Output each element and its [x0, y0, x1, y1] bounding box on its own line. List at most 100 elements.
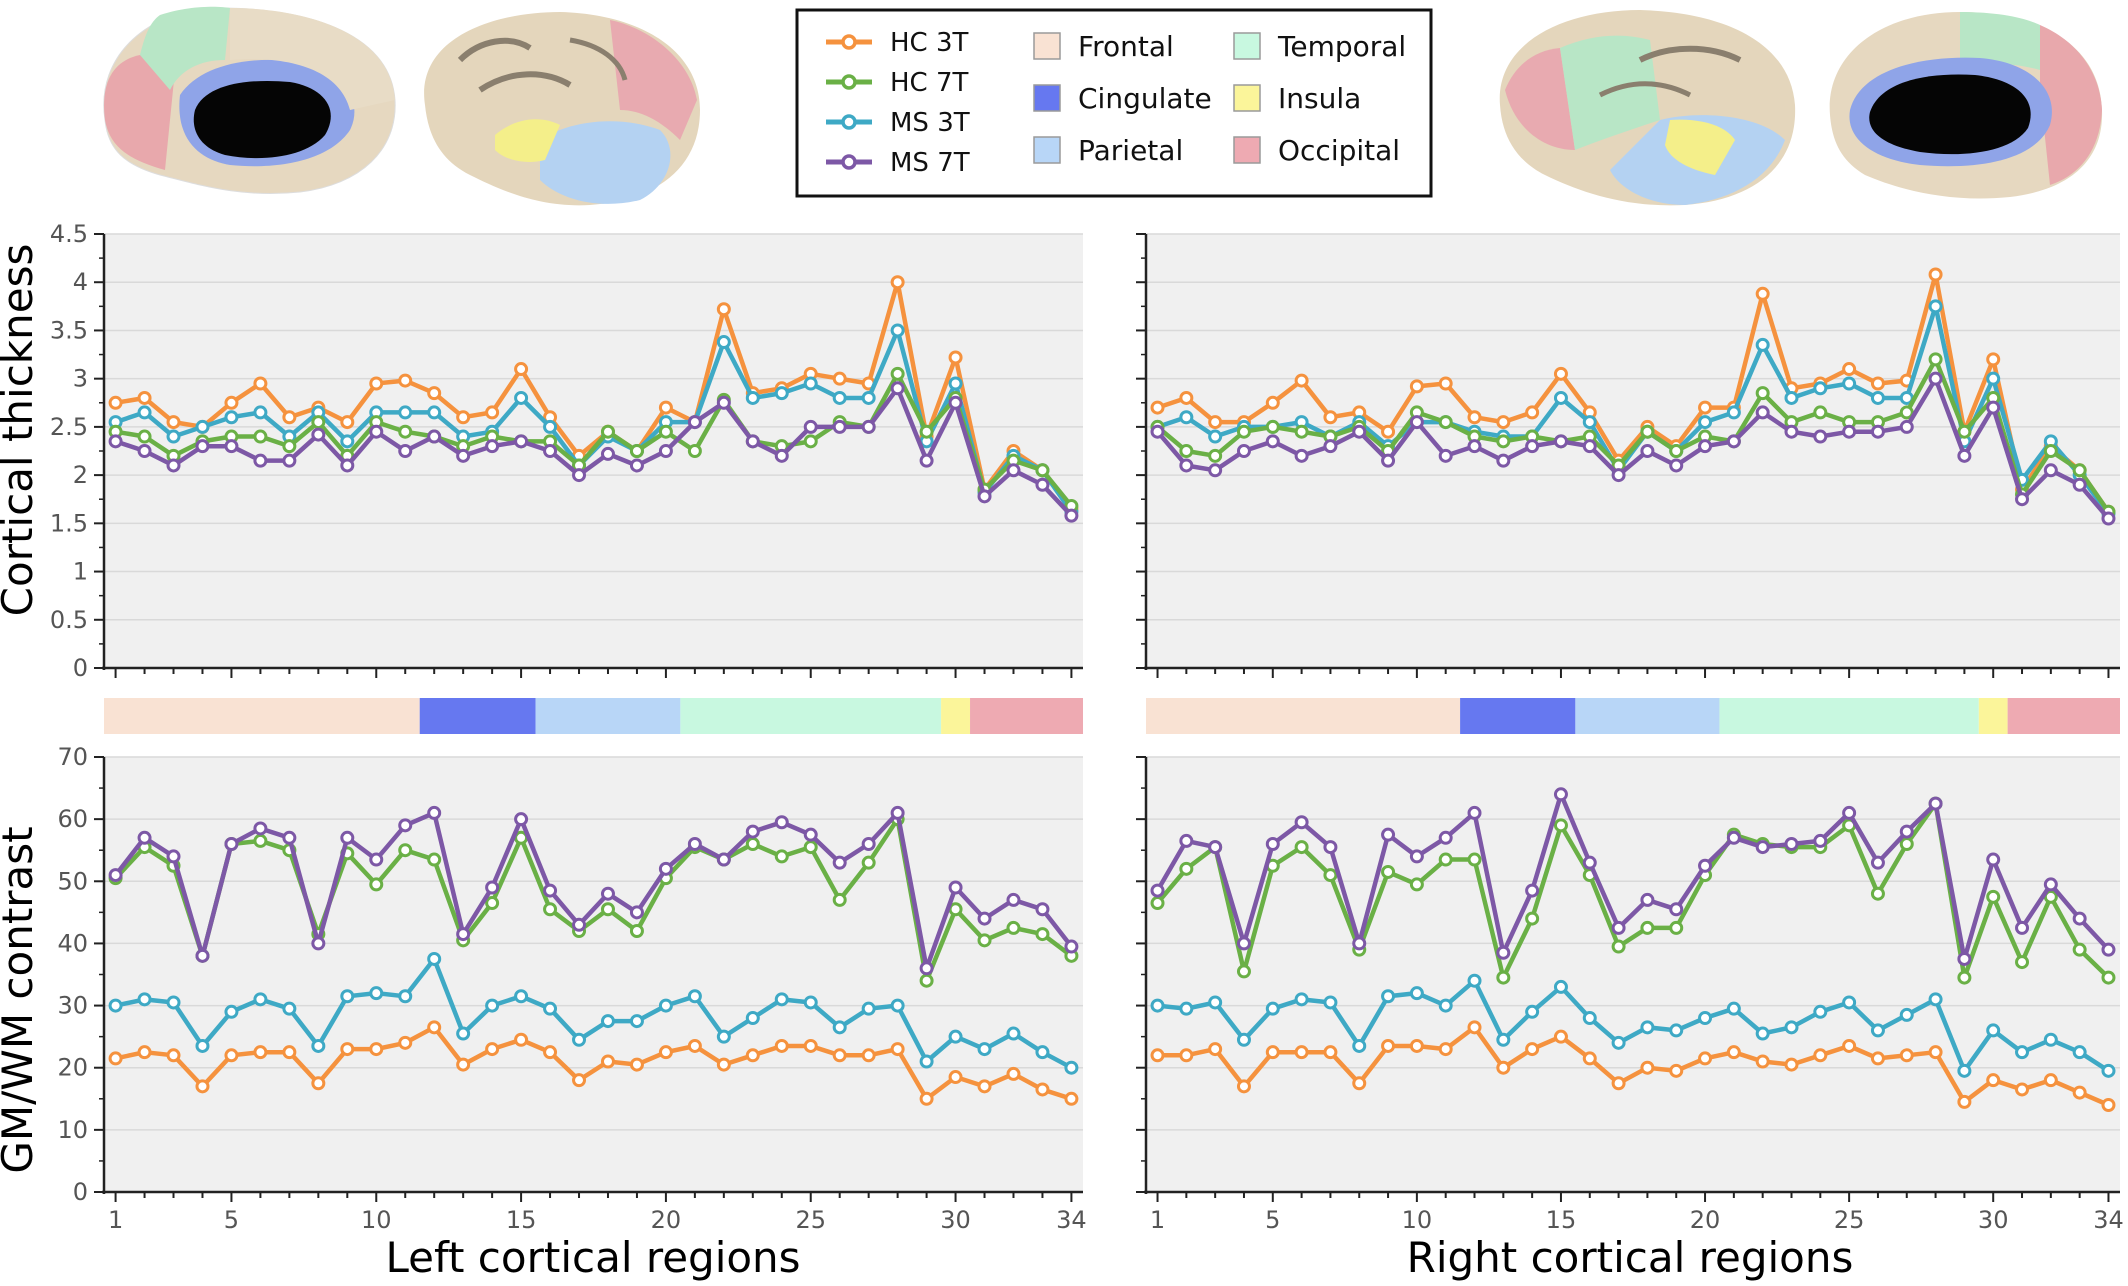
data-point-ms-3t — [1438, 998, 1453, 1013]
data-point-hc-7t — [398, 843, 413, 858]
region-segment-parietal — [535, 698, 681, 734]
data-point-hc-3t — [369, 376, 384, 391]
data-point-hc-7t — [1467, 852, 1482, 867]
data-point-ms-3t — [2101, 1063, 2116, 1078]
data-point-ms-7t — [1726, 434, 1741, 449]
data-point-hc-3t — [716, 302, 731, 317]
data-point-hc-3t — [1265, 1045, 1280, 1060]
data-point-ms-3t — [2043, 1032, 2058, 1047]
right-hemisphere-medial-illustration — [1829, 12, 2103, 199]
data-point-hc-3t — [1150, 1048, 1165, 1063]
data-point-ms-7t — [311, 427, 326, 442]
data-point-ms-3t — [977, 1042, 992, 1057]
data-point-hc-3t — [832, 371, 847, 386]
data-point-hc-3t — [1179, 390, 1194, 405]
region-segment-cingulate — [419, 698, 536, 734]
data-point-ms-7t — [311, 936, 326, 951]
thickness-y-axis-title: Cortical thickness — [0, 244, 42, 617]
data-point-ms-7t — [1899, 824, 1914, 839]
data-point-hc-7t — [1150, 896, 1165, 911]
legend-marker — [841, 154, 857, 170]
legend-marker — [841, 34, 857, 50]
x-tick-label: 34 — [2093, 1206, 2124, 1234]
data-point-hc-3t — [1870, 376, 1885, 391]
data-point-ms-7t — [1323, 439, 1338, 454]
data-point-ms-3t — [716, 1029, 731, 1044]
data-point-hc-7t — [890, 366, 905, 381]
region-segment-temporal — [680, 698, 942, 734]
data-point-hc-7t — [1611, 939, 1626, 954]
data-point-ms-7t — [658, 861, 673, 876]
data-point-ms-7t — [398, 444, 413, 458]
data-point-ms-3t — [1899, 1007, 1914, 1022]
series-line-ms-7t — [1155, 376, 2111, 520]
data-point-ms-3t — [137, 405, 152, 420]
x-tick-label: 20 — [651, 1206, 682, 1234]
x-tick-label: 30 — [1978, 1206, 2009, 1234]
data-point-ms-7t — [2043, 463, 2058, 478]
data-point-hc-3t — [485, 1042, 500, 1057]
data-point-ms-7t — [832, 419, 847, 434]
data-point-ms-3t — [687, 989, 702, 1004]
data-point-hc-7t — [629, 924, 644, 938]
data-point-hc-3t — [282, 1045, 297, 1060]
data-point-hc-7t — [1899, 405, 1914, 420]
legend-region-label: Occipital — [1278, 134, 1400, 167]
region-segment-occipital — [2007, 698, 2120, 734]
y-tick-label: 60 — [57, 805, 88, 833]
data-point-ms-7t — [485, 439, 500, 454]
data-point-ms-3t — [832, 390, 847, 405]
data-point-ms-3t — [803, 376, 818, 391]
data-point-hc-3t — [1467, 410, 1482, 425]
data-point-hc-3t — [340, 1042, 355, 1057]
data-point-ms-7t — [1150, 883, 1165, 898]
data-point-hc-3t — [108, 395, 123, 410]
data-point-hc-7t — [1438, 852, 1453, 867]
series-line-hc-3t — [1157, 1025, 2110, 1108]
data-point-hc-3t — [1784, 1057, 1799, 1072]
data-point-hc-3t — [1755, 286, 1770, 301]
data-point-ms-3t — [1870, 390, 1885, 405]
data-point-hc-7t — [1179, 444, 1194, 458]
data-point-hc-7t — [253, 833, 268, 848]
data-point-ms-7t — [919, 961, 934, 976]
data-point-hc-3t — [427, 1020, 442, 1035]
data-point-hc-3t — [1755, 1054, 1770, 1069]
data-point-ms-7t — [658, 444, 673, 458]
data-point-hc-7t — [600, 902, 615, 917]
data-point-ms-3t — [572, 1032, 587, 1047]
x-tick-label: 25 — [795, 1206, 826, 1234]
data-point-ms-3t — [195, 419, 210, 434]
data-point-hc-3t — [137, 390, 152, 405]
right-contrast-panel: 1 5 10 15 20 25 30 34 — [1136, 756, 2124, 1234]
data-point-hc-3t — [1381, 424, 1396, 439]
data-point-hc-3t — [166, 1048, 181, 1063]
data-point-ms-3t — [311, 1038, 326, 1053]
data-point-hc-3t — [1438, 1042, 1453, 1057]
y-tick-label: 2.5 — [50, 413, 88, 441]
data-point-ms-7t — [572, 917, 587, 932]
legend-region-label: Insula — [1278, 82, 1361, 115]
data-point-hc-7t — [1265, 419, 1280, 434]
data-point-hc-7t — [398, 424, 413, 439]
data-point-hc-3t — [977, 1079, 992, 1094]
data-point-hc-3t — [1553, 366, 1568, 381]
data-point-ms-3t — [658, 998, 673, 1013]
data-point-ms-7t — [1467, 805, 1482, 820]
data-point-hc-3t — [1842, 1038, 1857, 1053]
data-point-ms-7t — [948, 880, 963, 895]
region-segment-parietal — [1575, 698, 1720, 734]
data-point-ms-7t — [1265, 434, 1280, 449]
data-point-hc-3t — [948, 350, 963, 365]
legend-label: MS 3T — [890, 108, 970, 138]
data-point-hc-7t — [1208, 448, 1223, 463]
data-point-hc-3t — [687, 1038, 702, 1053]
data-point-ms-3t — [919, 1054, 934, 1069]
data-point-hc-3t — [1294, 1045, 1309, 1060]
data-point-ms-7t — [1409, 849, 1424, 864]
data-point-ms-7t — [1208, 463, 1223, 478]
data-point-ms-7t — [195, 948, 210, 963]
data-point-ms-7t — [1813, 429, 1828, 444]
data-point-ms-7t — [224, 837, 239, 851]
legend-region-label: Cingulate — [1078, 82, 1212, 115]
